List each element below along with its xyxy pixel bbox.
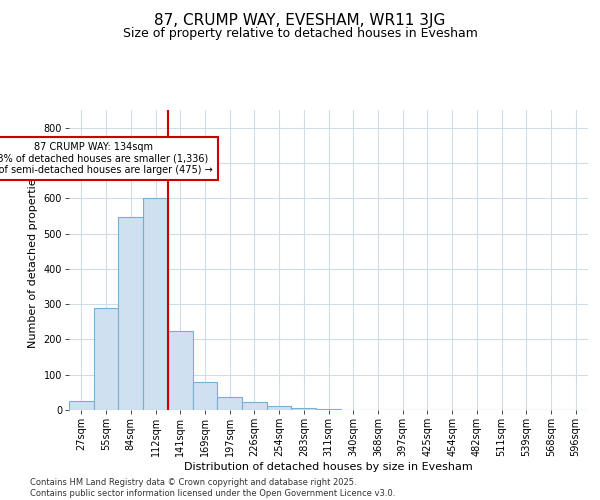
Bar <box>143 198 168 410</box>
Bar <box>118 216 143 410</box>
Text: 87 CRUMP WAY: 134sqm
← 73% of detached houses are smaller (1,336)
26% of semi-de: 87 CRUMP WAY: 134sqm ← 73% of detached h… <box>0 142 213 175</box>
Bar <box>69 401 94 410</box>
X-axis label: Distribution of detached houses by size in Evesham: Distribution of detached houses by size … <box>184 462 473 472</box>
Bar <box>168 330 193 410</box>
Y-axis label: Number of detached properties: Number of detached properties <box>28 172 38 348</box>
Bar <box>267 406 292 410</box>
Bar <box>292 408 316 410</box>
Text: Size of property relative to detached houses in Evesham: Size of property relative to detached ho… <box>122 28 478 40</box>
Bar <box>94 308 118 410</box>
Text: Contains HM Land Registry data © Crown copyright and database right 2025.
Contai: Contains HM Land Registry data © Crown c… <box>30 478 395 498</box>
Text: 87, CRUMP WAY, EVESHAM, WR11 3JG: 87, CRUMP WAY, EVESHAM, WR11 3JG <box>154 12 446 28</box>
Bar <box>217 396 242 410</box>
Bar <box>316 408 341 410</box>
Bar <box>242 402 267 410</box>
Bar <box>193 382 217 410</box>
